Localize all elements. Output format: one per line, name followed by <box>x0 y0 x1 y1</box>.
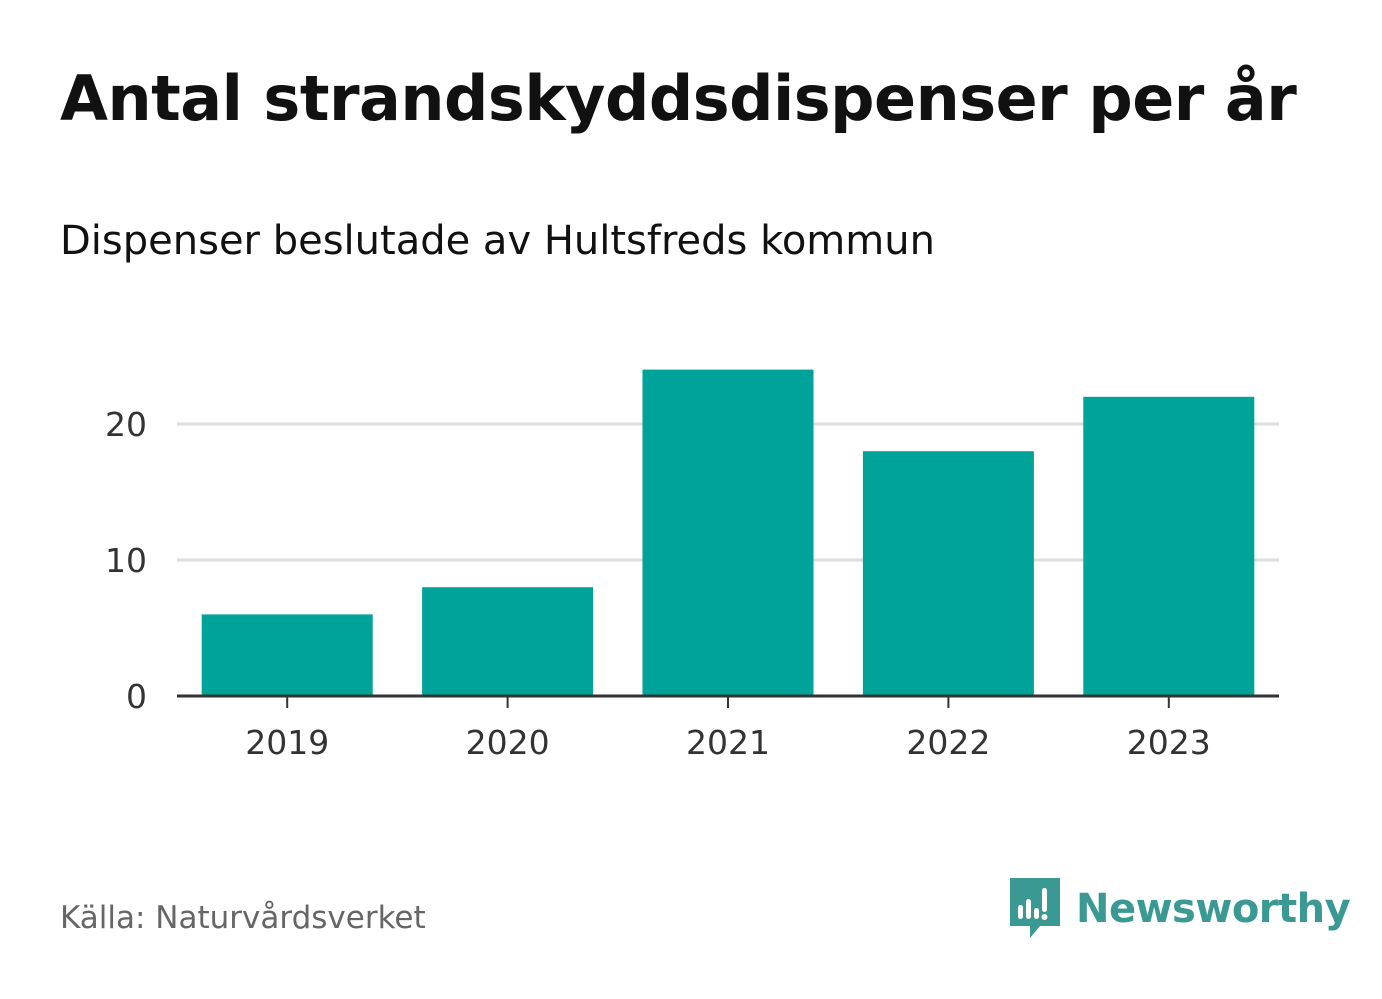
bar-2023 <box>1083 396 1255 696</box>
bars <box>201 369 1255 696</box>
bar-2020 <box>422 587 594 696</box>
bar-2022 <box>862 451 1034 696</box>
chart-title: Antal strandskyddsdispenser per år <box>60 62 1297 135</box>
brand-name: Newsworthy <box>1076 886 1351 932</box>
brand-logo: Newsworthy <box>1010 878 1351 940</box>
newsworthy-logo-icon <box>1010 878 1060 938</box>
x-tick-label: 2021 <box>686 723 770 762</box>
x-tick-label: 2022 <box>906 723 990 762</box>
bar-2021 <box>642 369 814 696</box>
chart-subtitle: Dispenser beslutade av Hultsfreds kommun <box>60 218 935 264</box>
y-tick-label: 0 <box>126 677 147 716</box>
x-tick-label: 2023 <box>1127 723 1211 762</box>
y-tick-label: 20 <box>105 405 147 444</box>
x-tick-label: 2019 <box>245 723 329 762</box>
axes: 0 10 20 2019 2020 2021 2022 2023 <box>105 405 1279 762</box>
source-note: Källa: Naturvårdsverket <box>60 900 426 936</box>
y-tick-label: 10 <box>105 541 147 580</box>
bar-2019 <box>201 614 373 696</box>
x-tick-label: 2020 <box>466 723 550 762</box>
